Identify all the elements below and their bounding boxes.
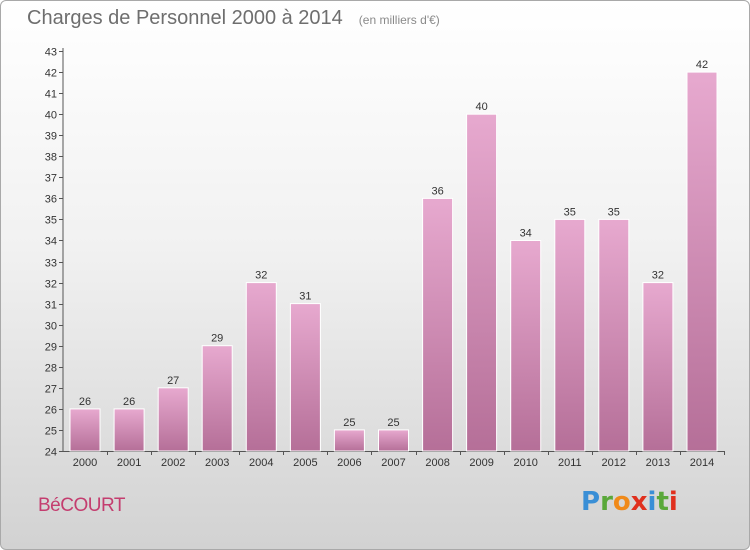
x-tick-label: 2009	[469, 457, 493, 469]
chart-title: Charges de Personnel 2000 à 2014	[27, 7, 343, 29]
x-tick-label: 2000	[73, 457, 97, 469]
bar-2000	[69, 408, 101, 452]
y-tick-label: 33	[45, 258, 57, 270]
bar-value-label: 32	[255, 270, 267, 282]
y-tick-label: 39	[45, 131, 57, 143]
y-tick-label: 27	[45, 384, 57, 396]
bar-value-label: 32	[652, 270, 664, 282]
y-tick-label: 24	[45, 447, 57, 459]
brand-logo-letter: i	[668, 487, 678, 517]
y-tick-label: 40	[45, 110, 57, 122]
x-tick-label: 2004	[249, 457, 273, 469]
bar-layer	[69, 71, 718, 452]
bar-2001	[113, 408, 145, 452]
y-tick-label: 43	[45, 47, 57, 59]
y-tick-label: 37	[45, 173, 57, 185]
y-tick-label: 30	[45, 321, 57, 333]
brand-logo-letter: o	[612, 487, 631, 517]
y-tick-label: 25	[45, 426, 57, 438]
bar-2008	[422, 197, 454, 452]
y-tick-label: 32	[45, 279, 57, 291]
x-tick-label: 2014	[690, 457, 714, 469]
x-tick-label: 2010	[513, 457, 537, 469]
bar-value-label: 29	[211, 333, 223, 345]
x-tick-label: 2001	[117, 457, 141, 469]
bar-value-label: 27	[167, 375, 179, 387]
bar-2009	[466, 113, 498, 452]
y-tick-label: 35	[45, 215, 57, 227]
x-tick-label: 2008	[425, 457, 449, 469]
bar-2007	[378, 429, 409, 452]
bar-value-label: 26	[79, 396, 91, 408]
y-tick-label: 26	[45, 405, 57, 417]
bar-value-label: 31	[299, 291, 311, 303]
bar-value-label: 36	[431, 185, 443, 197]
brand-logo-letter: x	[630, 487, 648, 517]
bar-2010	[510, 240, 542, 452]
x-tick-label: 2007	[381, 457, 405, 469]
x-tick-label: 2013	[646, 457, 670, 469]
bar-value-label: 35	[608, 206, 620, 218]
x-tick-label: 2012	[602, 457, 626, 469]
brand-logo-letter: P	[581, 487, 601, 517]
chart-subtitle: (en milliers d'€)	[358, 13, 440, 27]
x-tick-label: 2011	[558, 457, 582, 469]
title-row: Charges de Personnel 2000 à 2014 (en mil…	[27, 7, 440, 30]
y-tick-label: 41	[45, 89, 57, 101]
bar-2005	[289, 303, 321, 452]
y-tick-label: 29	[45, 342, 57, 354]
y-tick-label: 38	[45, 152, 57, 164]
label-layer: 26 2000 26 2001 27 2002 29 2003 32 2004 31 2005 25 20…	[73, 59, 714, 469]
brand-logo: Proxiti	[581, 487, 678, 517]
bar-value-label: 26	[123, 396, 135, 408]
x-tick-label: 2002	[161, 457, 185, 469]
bar-2014	[686, 71, 718, 452]
commune-name: BéCOURT	[38, 495, 125, 516]
brand-logo-letter: i	[647, 487, 657, 517]
y-tick-label: 31	[45, 300, 57, 312]
bar-2004	[245, 282, 277, 452]
bar-value-label: 42	[696, 59, 708, 71]
y-tick-label: 36	[45, 194, 57, 206]
bar-value-label: 25	[387, 417, 399, 429]
brand-logo-letter: r	[600, 487, 613, 517]
x-tick-label: 2003	[205, 457, 229, 469]
brand-logo-letter: t	[656, 487, 669, 517]
bar-2006	[333, 429, 365, 452]
bar-value-label: 34	[520, 228, 532, 240]
bar-value-label: 25	[343, 417, 355, 429]
bar-value-label: 40	[475, 101, 487, 113]
x-tick-label: 2005	[293, 457, 317, 469]
bar-2003	[201, 345, 233, 452]
bar-2013	[642, 282, 674, 452]
x-tick-label: 2006	[337, 457, 361, 469]
y-tick-label: 42	[45, 68, 57, 80]
bar-value-label: 35	[564, 206, 576, 218]
y-tick-label: 28	[45, 363, 57, 375]
bar-2011	[554, 218, 586, 452]
bar-2002	[157, 387, 189, 452]
y-tick-label: 34	[45, 236, 57, 248]
bar-2012	[598, 218, 630, 452]
